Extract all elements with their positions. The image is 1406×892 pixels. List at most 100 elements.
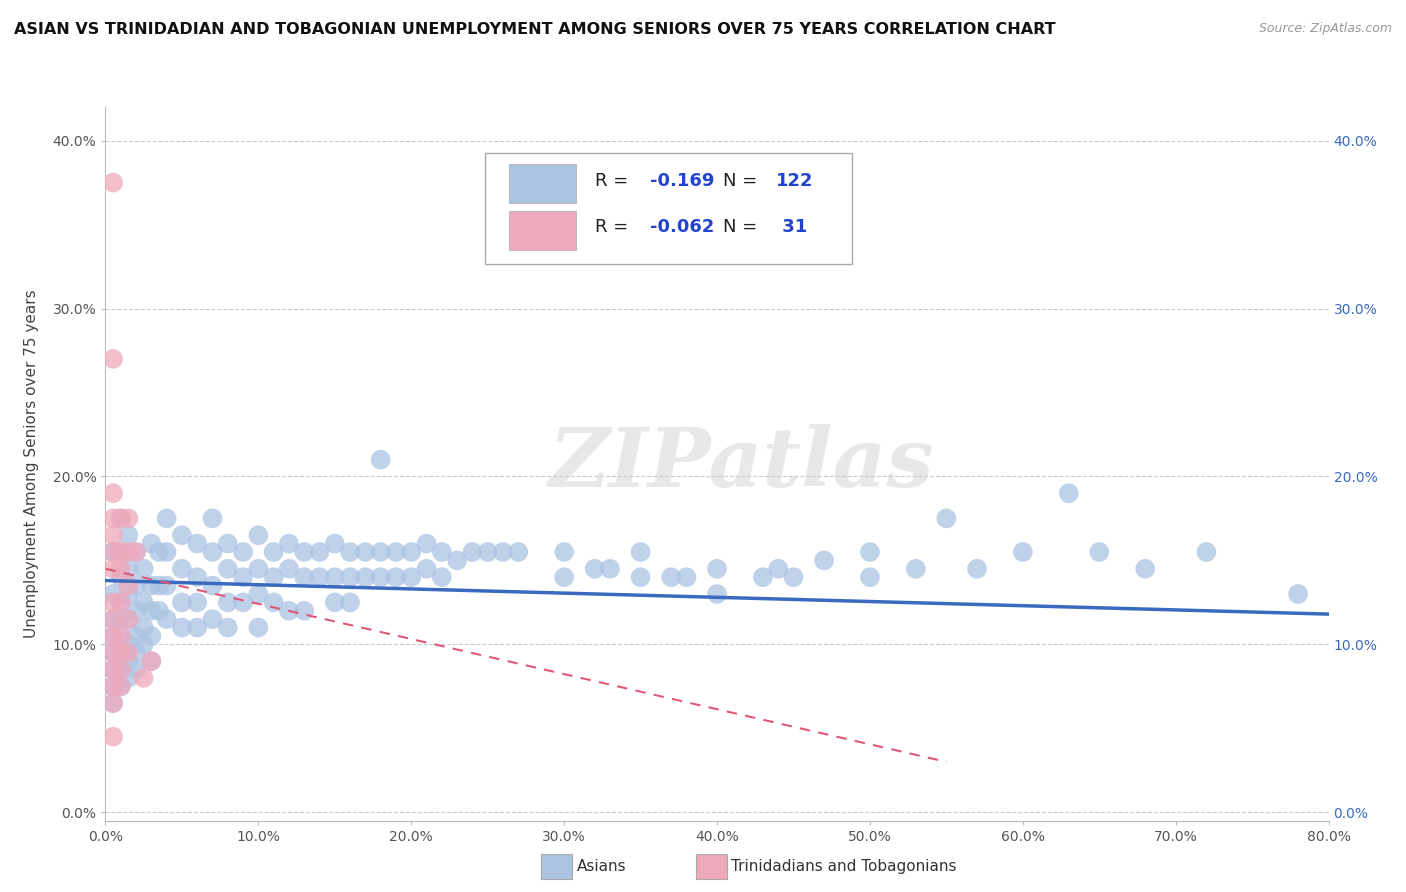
Point	[477, 545, 499, 559]
Point	[323, 570, 346, 584]
Point	[278, 536, 301, 550]
Point	[110, 545, 132, 559]
Point	[125, 545, 148, 559]
Point	[101, 545, 124, 559]
Point	[110, 679, 132, 693]
Point	[125, 545, 148, 559]
Point	[904, 562, 927, 576]
Text: Trinidadians and Tobagonians: Trinidadians and Tobagonians	[731, 859, 956, 873]
Point	[148, 604, 170, 618]
Point	[148, 578, 170, 592]
Point	[125, 604, 148, 618]
Point	[141, 578, 163, 592]
Point	[752, 570, 775, 584]
Point	[101, 595, 124, 609]
Point	[232, 595, 254, 609]
Point	[1286, 587, 1309, 601]
Point	[132, 562, 155, 576]
Point	[141, 604, 163, 618]
Point	[446, 553, 468, 567]
Text: R =: R =	[595, 171, 628, 189]
Point	[125, 663, 148, 677]
Point	[101, 587, 124, 601]
Text: 31: 31	[776, 218, 807, 235]
Point	[170, 595, 193, 609]
Text: -0.169: -0.169	[650, 171, 714, 189]
Point	[630, 570, 652, 584]
Point	[201, 612, 224, 626]
Point	[1057, 486, 1080, 500]
Point	[292, 545, 315, 559]
Point	[370, 452, 392, 467]
Text: 122: 122	[776, 171, 813, 189]
Point	[141, 654, 163, 668]
Point	[630, 545, 652, 559]
Point	[141, 654, 163, 668]
Point	[599, 562, 621, 576]
Point	[675, 570, 697, 584]
Point	[308, 570, 330, 584]
FancyBboxPatch shape	[485, 153, 852, 264]
Point	[339, 570, 361, 584]
Point	[101, 486, 124, 500]
Point	[155, 545, 177, 559]
Point	[232, 545, 254, 559]
Point	[247, 528, 270, 542]
FancyBboxPatch shape	[509, 211, 576, 250]
Point	[186, 536, 208, 550]
Point	[132, 621, 155, 635]
Point	[101, 679, 124, 693]
Point	[247, 621, 270, 635]
Point	[385, 570, 408, 584]
Point	[706, 587, 728, 601]
Point	[101, 696, 124, 710]
Text: -0.062: -0.062	[650, 218, 714, 235]
Point	[935, 511, 957, 525]
Point	[101, 545, 124, 559]
Point	[263, 570, 285, 584]
Point	[117, 562, 139, 576]
Point	[247, 587, 270, 601]
Point	[186, 621, 208, 635]
Point	[101, 663, 124, 677]
Point	[110, 629, 132, 643]
Point	[659, 570, 682, 584]
Point	[339, 595, 361, 609]
Text: ASIAN VS TRINIDADIAN AND TOBAGONIAN UNEMPLOYMENT AMONG SENIORS OVER 75 YEARS COR: ASIAN VS TRINIDADIAN AND TOBAGONIAN UNEM…	[14, 22, 1056, 37]
Point	[110, 595, 132, 609]
Point	[415, 536, 437, 550]
Point	[401, 570, 423, 584]
Point	[101, 511, 124, 525]
Point	[155, 612, 177, 626]
Point	[101, 629, 124, 643]
Point	[170, 562, 193, 576]
Point	[706, 562, 728, 576]
Point	[201, 511, 224, 525]
Point	[148, 545, 170, 559]
Point	[232, 570, 254, 584]
Text: R =: R =	[595, 218, 628, 235]
Point	[110, 679, 132, 693]
Point	[110, 612, 132, 626]
Point	[101, 663, 124, 677]
Point	[110, 646, 132, 660]
Y-axis label: Unemployment Among Seniors over 75 years: Unemployment Among Seniors over 75 years	[24, 290, 38, 638]
Point	[117, 671, 139, 685]
Point	[101, 730, 124, 744]
Point	[117, 511, 139, 525]
Point	[782, 570, 804, 584]
Point	[132, 637, 155, 651]
Point	[117, 646, 139, 660]
Point	[110, 545, 132, 559]
Point	[110, 511, 132, 525]
Point	[430, 545, 453, 559]
Point	[354, 570, 377, 584]
Point	[370, 570, 392, 584]
Point	[117, 545, 139, 559]
Point	[401, 545, 423, 559]
Point	[1133, 562, 1156, 576]
Point	[125, 646, 148, 660]
Point	[110, 595, 132, 609]
Point	[1195, 545, 1218, 559]
Point	[370, 545, 392, 559]
